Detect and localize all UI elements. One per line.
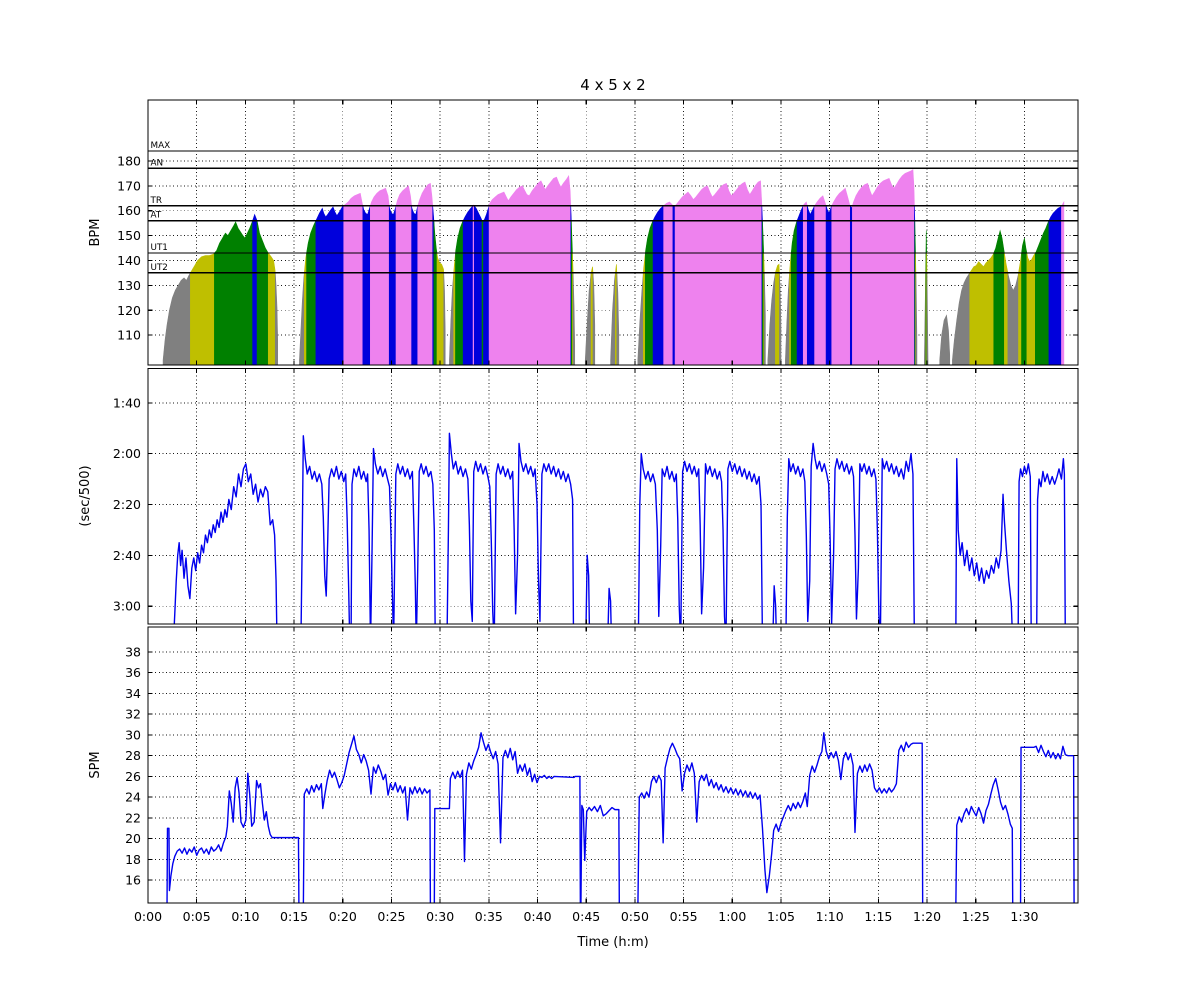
pace-ytick-labels: 1:40 2:00 2:20 2:40 3:00 bbox=[113, 395, 141, 613]
svg-text:120: 120 bbox=[117, 303, 141, 318]
svg-text:1:05: 1:05 bbox=[767, 909, 795, 924]
svg-text:18: 18 bbox=[125, 852, 141, 867]
x-axis-label: Time (h:m) bbox=[576, 935, 648, 950]
svg-text:38: 38 bbox=[125, 644, 141, 659]
zone-label-max: MAX bbox=[151, 141, 171, 151]
pace-line bbox=[173, 432, 1066, 624]
svg-text:160: 160 bbox=[117, 203, 141, 218]
svg-text:22: 22 bbox=[125, 810, 141, 825]
svg-text:36: 36 bbox=[125, 665, 141, 680]
svg-text:0:00: 0:00 bbox=[134, 909, 162, 924]
svg-text:32: 32 bbox=[125, 707, 141, 722]
svg-text:130: 130 bbox=[117, 278, 141, 293]
svg-text:1:40: 1:40 bbox=[113, 395, 141, 410]
pace-y-axis-label: (sec/500) bbox=[78, 465, 93, 526]
panel-stroke_rate: 16 18 20 22 24 26 28 30 32 34 36 38 bbox=[125, 626, 1079, 904]
svg-text:150: 150 bbox=[117, 228, 141, 243]
hr-zone-fills bbox=[162, 169, 1065, 365]
svg-text:3:00: 3:00 bbox=[113, 599, 141, 614]
svg-text:0:55: 0:55 bbox=[670, 909, 698, 924]
heart_rate-ytick-labels: 110 120 130 140 150 160 170 180 bbox=[117, 153, 141, 342]
svg-text:0:40: 0:40 bbox=[523, 909, 551, 924]
svg-text:2:20: 2:20 bbox=[113, 497, 141, 512]
svg-text:1:10: 1:10 bbox=[816, 909, 844, 924]
zone-label-tr: TR bbox=[150, 196, 163, 206]
svg-text:1:00: 1:00 bbox=[718, 909, 746, 924]
svg-text:30: 30 bbox=[125, 727, 141, 742]
panel-heart_rate: MAX AN TR AT UT1 UT2 110 120 130 140 150 160 170 180 bbox=[117, 99, 1079, 366]
svg-text:1:20: 1:20 bbox=[913, 909, 941, 924]
svg-text:1:15: 1:15 bbox=[864, 909, 892, 924]
spm-y-axis-label: SPM bbox=[88, 751, 103, 778]
svg-text:20: 20 bbox=[125, 831, 141, 846]
svg-text:0:35: 0:35 bbox=[475, 909, 503, 924]
svg-text:0:20: 0:20 bbox=[329, 909, 357, 924]
svg-text:0:10: 0:10 bbox=[231, 909, 259, 924]
svg-text:0:50: 0:50 bbox=[621, 909, 649, 924]
svg-text:0:30: 0:30 bbox=[426, 909, 454, 924]
hr-y-axis-label: BPM bbox=[88, 219, 103, 247]
panel-pace: 1:40 2:00 2:20 2:40 3:00 bbox=[113, 367, 1079, 625]
svg-text:110: 110 bbox=[117, 328, 141, 343]
svg-text:0:15: 0:15 bbox=[280, 909, 308, 924]
stroke_rate-ytick-labels: 16 18 20 22 24 26 28 30 32 34 36 38 bbox=[125, 644, 141, 887]
svg-text:2:40: 2:40 bbox=[113, 548, 141, 563]
svg-text:0:45: 0:45 bbox=[572, 909, 600, 924]
svg-text:0:05: 0:05 bbox=[183, 909, 211, 924]
svg-text:24: 24 bbox=[125, 790, 141, 805]
svg-text:16: 16 bbox=[125, 873, 141, 888]
svg-text:34: 34 bbox=[125, 686, 141, 701]
svg-text:170: 170 bbox=[117, 178, 141, 193]
chart-title: 4 x 5 x 2 bbox=[580, 76, 645, 94]
hr-zone-lines: MAX AN TR AT UT1 UT2 bbox=[148, 141, 1078, 274]
zone-label-at: AT bbox=[151, 211, 162, 221]
svg-text:180: 180 bbox=[117, 153, 141, 168]
zone-label-ut2: UT2 bbox=[151, 263, 168, 273]
zone-label-ut1: UT1 bbox=[151, 243, 168, 253]
stroke_rate-line bbox=[166, 732, 1075, 903]
svg-text:1:25: 1:25 bbox=[962, 909, 990, 924]
x-tick-labels: 0:00 0:05 0:10 0:15 0:20 0:25 0:30 0:35 0:40 0:45… bbox=[134, 909, 1039, 924]
svg-text:140: 140 bbox=[117, 253, 141, 268]
svg-text:2:00: 2:00 bbox=[113, 446, 141, 461]
svg-text:28: 28 bbox=[125, 748, 141, 763]
zone-label-an: AN bbox=[151, 158, 164, 168]
svg-text:0:25: 0:25 bbox=[377, 909, 405, 924]
svg-text:1:30: 1:30 bbox=[1010, 909, 1038, 924]
chart-render-root: MAXANTRATUT1UT21101201301401501601701801… bbox=[113, 99, 1079, 924]
svg-text:26: 26 bbox=[125, 769, 141, 784]
